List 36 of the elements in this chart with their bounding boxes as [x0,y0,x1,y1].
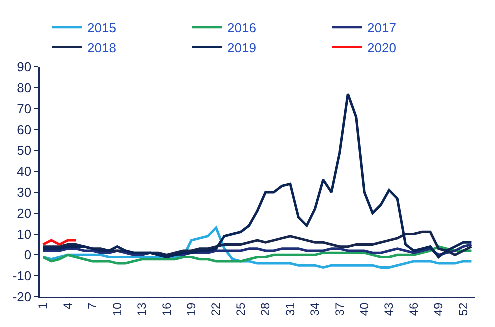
y-tick-label: 10 [17,226,32,242]
legend-label: 2015 [88,20,116,36]
x-tick-label: 10 [110,302,124,316]
x-tick-label: 25 [234,302,248,316]
x-tick-label: 40 [358,302,372,316]
x-tick-label: 46 [406,302,421,316]
legend-label: 2018 [88,40,116,56]
x-tick-label: 13 [135,302,150,316]
y-tick-label: -20 [12,290,32,305]
x-tick-label: 34 [308,302,322,316]
y-tick-label: 60 [17,122,32,138]
y-tick-label: 80 [17,80,32,96]
y-tick-label: 90 [17,60,32,75]
x-tick-label: 7 [86,302,100,310]
x-tick-label: 19 [184,302,198,316]
legend-label: 2016 [228,20,256,36]
x-tick-label: 43 [382,302,396,316]
y-tick-label: 40 [17,164,32,180]
y-tick-label: -10 [12,268,32,284]
legend-label: 2017 [368,20,396,36]
x-tick-label: 28 [258,302,273,316]
x-tick-label: 49 [432,302,446,316]
legend-label: 2020 [368,40,396,56]
y-tick-label: 70 [17,101,32,116]
x-tick-label: 22 [209,302,224,316]
x-tick-label: 1 [36,302,50,310]
x-tick-label: 52 [456,302,470,316]
y-tick-label: 50 [17,143,32,158]
x-tick-label: 4 [60,302,75,310]
y-tick-label: 20 [17,206,32,221]
y-tick-label: 0 [24,248,32,263]
x-tick-label: 37 [332,302,347,316]
x-tick-label: 16 [160,302,174,316]
y-tick-label: 30 [17,185,32,200]
legend-label: 2019 [228,40,256,56]
x-tick-label: 31 [283,302,298,316]
